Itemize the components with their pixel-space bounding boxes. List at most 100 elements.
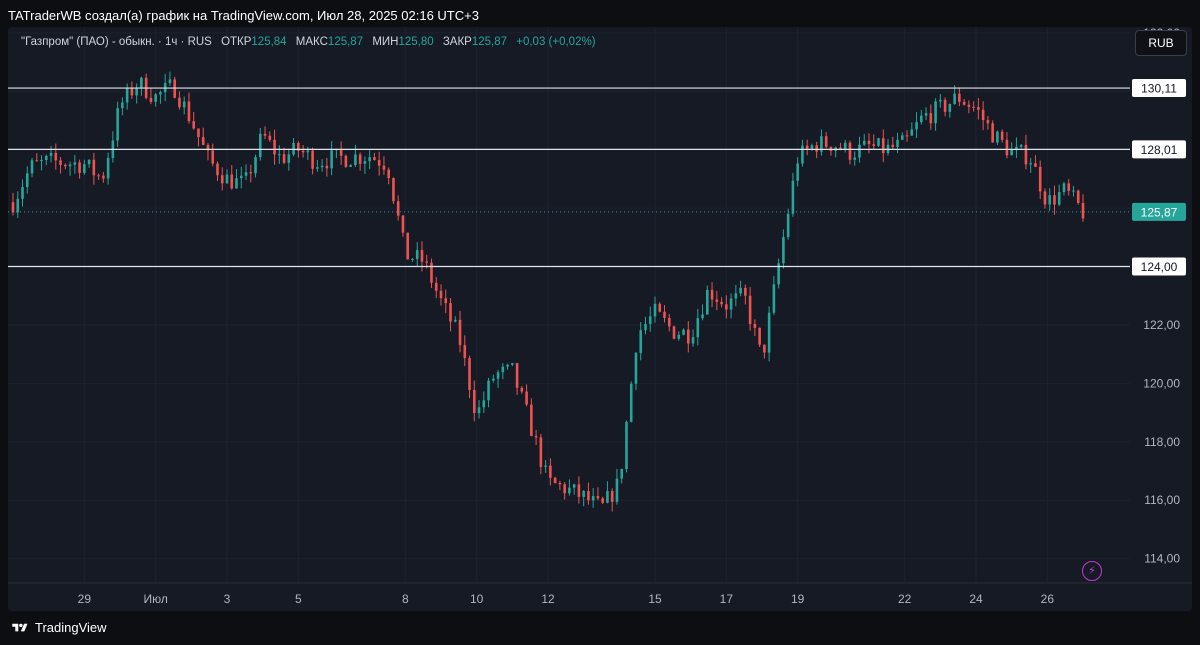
candle-body: [577, 484, 581, 497]
candle-body: [59, 160, 62, 165]
candle-body: [458, 319, 462, 346]
candle-body: [867, 140, 871, 145]
candle-body: [758, 327, 761, 345]
candle-body: [225, 174, 229, 184]
candle-body: [49, 152, 53, 156]
candle-body: [934, 101, 937, 124]
candle-body: [453, 319, 457, 322]
candle-body: [1072, 190, 1075, 192]
candle-body: [273, 139, 276, 155]
candle-body: [439, 290, 443, 299]
candle-body: [501, 366, 505, 373]
candle-body: [159, 92, 162, 95]
candle-body: [796, 163, 799, 181]
lightning-icon[interactable]: ⚡: [1082, 561, 1102, 581]
symbol-name[interactable]: "Газпром" (ПАО) - обыкн. · 1ч · RUS: [21, 36, 212, 48]
candle-body: [487, 380, 490, 401]
candle-body: [21, 187, 24, 199]
candle-body: [686, 329, 690, 344]
candle-body: [463, 345, 467, 359]
candle-body: [625, 421, 628, 469]
candle-body: [92, 159, 96, 176]
candle-body: [106, 157, 110, 179]
candle-body: [948, 103, 952, 112]
candle-body: [839, 147, 842, 150]
candle-body: [872, 144, 876, 146]
candle-body: [653, 303, 657, 317]
price-chart[interactable]: 132,00130,00128,00126,00124,00122,00120,…: [8, 27, 1192, 611]
candle-body: [187, 101, 191, 122]
y-tick-label: 116,00: [1144, 493, 1180, 507]
x-tick-label: 12: [541, 592, 555, 606]
candle-body: [672, 326, 676, 339]
candle-body: [710, 289, 714, 300]
candle-body: [977, 107, 980, 110]
candle-body: [810, 145, 814, 149]
candle-body: [1010, 150, 1013, 156]
candle-body: [1034, 163, 1037, 167]
candle-body: [449, 303, 452, 322]
candle-body: [192, 121, 196, 129]
candle-body: [682, 329, 685, 335]
candle-body: [639, 330, 643, 353]
candle-body: [468, 358, 471, 390]
candle-body: [506, 364, 509, 367]
candle-body: [349, 165, 352, 167]
x-tick-label: 3: [224, 592, 231, 606]
candle-body: [68, 164, 72, 167]
candle-body: [558, 483, 562, 485]
candle-body: [135, 87, 138, 96]
candle-body: [582, 491, 585, 497]
candle-body: [1029, 163, 1032, 165]
level-price-tag: [1132, 140, 1186, 159]
candle-body: [40, 159, 43, 162]
candle-body: [178, 97, 181, 108]
candle-body: [373, 157, 376, 160]
candle-body: [967, 104, 971, 107]
candle-body: [801, 145, 804, 164]
candle-body: [392, 178, 395, 202]
candle-body: [629, 383, 633, 422]
candle-body: [197, 128, 200, 138]
candle-body: [211, 150, 215, 164]
candle-body: [549, 465, 552, 478]
candle-body: [706, 289, 709, 315]
candle-body: [325, 165, 329, 169]
candle-body: [1048, 195, 1052, 205]
candle-body: [720, 301, 723, 305]
level-price-label: 128,01: [1141, 143, 1178, 157]
candle-body: [515, 363, 519, 388]
candle-body: [1053, 195, 1056, 205]
candle-body: [815, 145, 818, 152]
candle-body: [739, 287, 742, 294]
plot-background: [8, 27, 1192, 611]
x-tick-label: 10: [470, 592, 484, 606]
y-tick-label: 122,00: [1143, 318, 1180, 332]
candle-body: [425, 261, 429, 263]
candle-body: [596, 496, 600, 499]
close-value: 125,87: [471, 36, 508, 48]
chart-panel[interactable]: 132,00130,00128,00126,00124,00122,00120,…: [8, 27, 1192, 611]
footer-brand: TradingView: [35, 620, 107, 635]
candle-body: [35, 160, 39, 162]
candle-body: [149, 97, 153, 102]
currency-button[interactable]: RUB: [1135, 30, 1187, 56]
candle-body: [387, 169, 390, 179]
candle-body: [1043, 191, 1047, 205]
candle-body: [986, 120, 990, 124]
x-tick-label: 17: [720, 592, 734, 606]
candle-body: [511, 363, 514, 365]
candle-body: [239, 175, 243, 179]
candle-body: [972, 106, 975, 108]
candle-body: [791, 180, 795, 214]
candle-body: [591, 496, 595, 501]
x-tick-label: 22: [898, 592, 912, 606]
close-label: ЗАКР: [442, 36, 472, 48]
candle-body: [492, 378, 495, 381]
candle-body: [278, 154, 281, 156]
candle-body: [444, 298, 448, 304]
candle-body: [377, 159, 381, 166]
candle-body: [544, 465, 547, 467]
candle-body: [64, 164, 67, 167]
change-value: +0,03 (+0,02%): [516, 36, 596, 48]
